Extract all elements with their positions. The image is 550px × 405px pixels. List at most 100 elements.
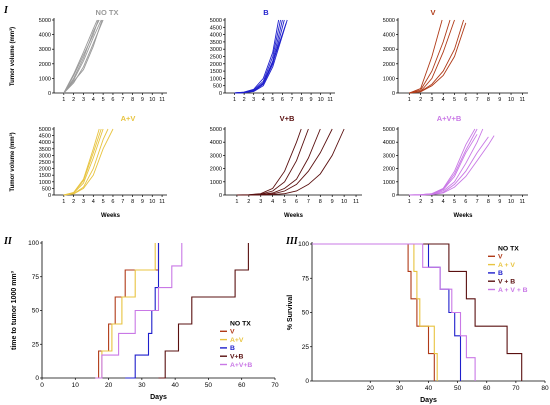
y-tick-label: 3500 — [39, 147, 51, 153]
x-tick-label: 5 — [102, 97, 105, 103]
y-tick-label: 1000 — [39, 76, 51, 82]
y-tick-label: 0 — [392, 193, 395, 199]
x-tick-label: 7 — [307, 199, 310, 205]
panel-label-top: I — [3, 5, 9, 16]
chart-title: V+B — [280, 114, 295, 123]
legend: NO TX VA+VB V+BA+V+B — [220, 320, 252, 369]
x-tick-label: 6 — [111, 199, 114, 205]
panel-label-left: II — [3, 236, 13, 247]
y-tick-label: 2500 — [39, 160, 51, 166]
x-axis-label: Days — [420, 397, 437, 404]
y-tick-label: 1000 — [383, 180, 395, 186]
x-tick-label: 7 — [476, 97, 479, 103]
x-tick-label: 11 — [519, 97, 525, 103]
x-tick-label: 3 — [430, 97, 433, 103]
x-tick-label: 11 — [519, 199, 525, 205]
x-tick-label: 3 — [82, 97, 85, 103]
series-line-b — [312, 243, 462, 381]
x-axis-label: Weeks — [454, 213, 474, 219]
x-tick-label: 3 — [82, 199, 85, 205]
y-tick-label: 3000 — [39, 153, 51, 159]
x-tick-label: 10 — [149, 199, 155, 205]
series-line-avb — [312, 243, 476, 381]
y-tick-label: 5000 — [383, 127, 395, 133]
legend-label: V — [230, 329, 235, 336]
x-tick-label: 4 — [262, 97, 265, 103]
chart-title: V — [430, 8, 435, 17]
legend-label: B — [230, 345, 235, 352]
y-tick-label: 100 — [28, 240, 39, 247]
y-tick-label: 4000 — [210, 140, 222, 146]
x-tick-label: 9 — [498, 97, 501, 103]
x-tick-label: 2 — [247, 199, 250, 205]
series-line-1 — [63, 19, 99, 94]
series-line-notx — [312, 244, 414, 381]
series-line-avb — [95, 243, 183, 379]
x-tick-label: 70 — [271, 382, 279, 389]
chart-title: A+V — [121, 114, 136, 123]
chart-5: 1 2 3 4 5 6 7 8 9 10 11 0 1000 2000 3000 4000 5000 V+B Wee… — [210, 114, 362, 219]
legend-label: B — [498, 270, 503, 277]
series-line-4 — [234, 19, 288, 94]
y-tick-label: 0 — [219, 91, 222, 97]
x-tick-label: 5 — [283, 199, 286, 205]
y-tick-label: 3000 — [383, 47, 395, 53]
x-tick-label: 4 — [442, 199, 445, 205]
series-line-5 — [234, 19, 280, 94]
series-line-6 — [63, 19, 98, 94]
x-tick-label: 20 — [367, 385, 375, 392]
x-tick-label: 8 — [131, 97, 134, 103]
series-line-1 — [409, 128, 476, 196]
series-line-5 — [236, 128, 345, 196]
y-tick-label: 500 — [213, 84, 222, 90]
x-tick-label: 7 — [121, 97, 124, 103]
series-line-vb — [158, 243, 249, 379]
chart-8: 20 30 40 50 60 70 80 0 25 50 75 100 Days % Survival NO… — [287, 241, 549, 404]
y-tick-label: 3500 — [210, 40, 222, 46]
x-tick-label: 9 — [310, 97, 313, 103]
y-tick-label: 5000 — [210, 18, 222, 24]
legend-label: V — [498, 254, 503, 261]
x-tick-label: 6 — [111, 97, 114, 103]
y-tick-label: 75 — [302, 275, 310, 282]
x-tick-label: 30 — [138, 382, 146, 389]
y-tick-label: 0 — [305, 378, 309, 385]
x-tick-label: 3 — [430, 199, 433, 205]
y-tick-label: 2000 — [210, 167, 222, 173]
x-axis-label: Weeks — [284, 213, 304, 219]
x-tick-label: 3 — [259, 199, 262, 205]
x-tick-label: 60 — [238, 382, 246, 389]
x-tick-label: 3 — [252, 97, 255, 103]
y-axis-label: time to tumor 1000 mm³ — [11, 270, 18, 350]
x-tick-label: 7 — [121, 199, 124, 205]
y-tick-label: 0 — [35, 375, 39, 382]
y-tick-label: 5000 — [383, 18, 395, 24]
panel-label-right: III — [285, 236, 299, 247]
legend-label: NO TX — [498, 245, 519, 252]
x-tick-label: 2 — [419, 199, 422, 205]
x-tick-label: 1 — [62, 97, 65, 103]
legend-label: A+V+B — [230, 362, 252, 369]
series-line-av — [312, 243, 438, 381]
chart-3: 1 2 3 4 5 6 7 8 9 10 11 0 1000 2000 3000 4000 5000 V — [383, 8, 528, 103]
series-line-2 — [63, 19, 102, 94]
series-line-2 — [63, 128, 104, 196]
x-tick-label: 1 — [408, 97, 411, 103]
x-tick-label: 8 — [131, 199, 134, 205]
legend-label: A + V + B — [498, 287, 528, 294]
y-tick-label: 1000 — [383, 76, 395, 82]
y-tick-label: 1500 — [210, 69, 222, 75]
y-axis-label: % Survival — [287, 295, 294, 330]
y-tick-label: 3000 — [39, 47, 51, 53]
x-tick-label: 11 — [159, 199, 165, 205]
chart-7: 0 10 20 30 40 50 60 70 0 25 50 75 100 Days time to tum… — [11, 240, 279, 401]
series-line-5 — [63, 128, 102, 196]
series-line-vb — [312, 243, 523, 381]
y-tick-label: 4500 — [39, 134, 51, 140]
x-tick-label: 10 — [508, 199, 514, 205]
y-tick-label: 2500 — [210, 55, 222, 61]
x-tick-label: 60 — [483, 385, 491, 392]
x-tick-label: 10 — [318, 97, 324, 103]
y-tick-label: 2000 — [210, 62, 222, 68]
